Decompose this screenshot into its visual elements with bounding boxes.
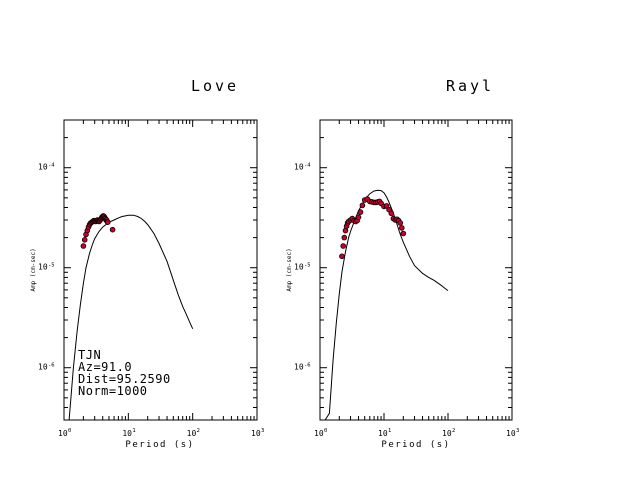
observed-amplitude-point	[359, 202, 366, 209]
rayleigh-data-series	[324, 189, 449, 421]
observed-amplitude-point	[397, 220, 404, 226]
love-y-tick-labels: 10-610-510-4	[38, 163, 55, 372]
y-tick-exponent: -6	[304, 363, 311, 369]
y-tick-label: 10	[38, 263, 48, 272]
rayleigh-panel-title: Rayl	[446, 77, 494, 95]
love-panel-title: Love	[191, 77, 239, 95]
x-tick-exponent: 2	[452, 428, 455, 434]
love-x-axis-label: Period (s)	[125, 440, 194, 450]
x-tick-exponent: 1	[132, 428, 135, 434]
rayleigh-plot-frame	[319, 119, 513, 421]
rayleigh-tick-marks	[319, 120, 513, 421]
observed-amplitude-point	[339, 253, 345, 260]
love-y-axis-label: Amp (cm-sec)	[30, 248, 37, 291]
y-tick-label: 10	[294, 263, 304, 272]
x-tick-label: 10	[187, 429, 197, 438]
love-tick-marks	[63, 120, 258, 421]
y-tick-exponent: -6	[48, 363, 55, 369]
y-tick-label: 10	[38, 363, 48, 372]
observed-amplitude-point	[355, 214, 362, 221]
observed-amplitude-point	[109, 226, 116, 233]
x-tick-exponent: 1	[388, 428, 391, 434]
annotation-station: TJN	[78, 348, 101, 362]
observed-amplitude-point	[105, 219, 111, 226]
annotation-azimuth: Az=91.0	[78, 360, 132, 374]
x-tick-label: 10	[378, 429, 388, 438]
x-tick-exponent: 2	[197, 428, 200, 434]
annotation-distance: Dist=95.2590	[78, 372, 171, 386]
x-tick-label: 10	[251, 429, 261, 438]
model-amplitude-curve	[324, 189, 449, 421]
y-tick-exponent: -5	[48, 263, 55, 269]
x-tick-exponent: 3	[516, 428, 519, 434]
x-tick-exponent: 3	[261, 428, 264, 434]
x-tick-exponent: 0	[68, 428, 71, 434]
love-data-series	[68, 213, 194, 421]
observed-amplitude-point	[357, 209, 364, 215]
observed-amplitude-point	[80, 243, 87, 249]
observed-amplitude-point	[341, 234, 348, 241]
love-panel: Love Amp (cm-sec) Period (s) 10 0 10 1 10 2 10…	[30, 77, 264, 450]
model-amplitude-curve	[68, 214, 194, 421]
rayleigh-x-tick-labels: 10 0 10 1 10 2 10 3	[314, 428, 519, 438]
observed-amplitude-point	[340, 243, 347, 249]
observed-amplitude-point	[400, 230, 407, 237]
annotation-norm: Norm=1000	[78, 384, 148, 398]
rayleigh-y-tick-labels: 10-610-510-4	[294, 163, 311, 372]
x-tick-exponent: 0	[324, 428, 327, 434]
y-tick-label: 10	[294, 163, 304, 172]
observed-amplitude-point	[81, 237, 88, 243]
x-tick-label: 10	[122, 429, 132, 438]
y-tick-label: 10	[294, 363, 304, 372]
y-tick-exponent: -4	[304, 163, 311, 169]
x-tick-label: 10	[314, 429, 324, 438]
station-annotation: TJN Az=91.0 Dist=95.2590 Norm=1000	[78, 348, 171, 398]
rayleigh-panel: Rayl Amp (cm-sec) Period (s) 10 0 10 1 10 2 10…	[286, 77, 519, 450]
x-tick-label: 10	[442, 429, 452, 438]
love-plot-frame	[63, 119, 258, 421]
y-tick-exponent: -4	[48, 163, 55, 169]
love-x-tick-labels: 10 0 10 1 10 2 10 3	[58, 428, 264, 438]
x-tick-label: 10	[58, 429, 68, 438]
observed-amplitude-point	[398, 225, 405, 231]
y-tick-label: 10	[38, 163, 48, 172]
observed-amplitude-point	[388, 210, 395, 217]
y-tick-exponent: -5	[304, 263, 311, 269]
rayleigh-x-axis-label: Period (s)	[381, 440, 450, 450]
observed-amplitude-point	[383, 203, 390, 209]
x-tick-label: 10	[506, 429, 516, 438]
rayleigh-y-axis-label: Amp (cm-sec)	[286, 248, 293, 291]
